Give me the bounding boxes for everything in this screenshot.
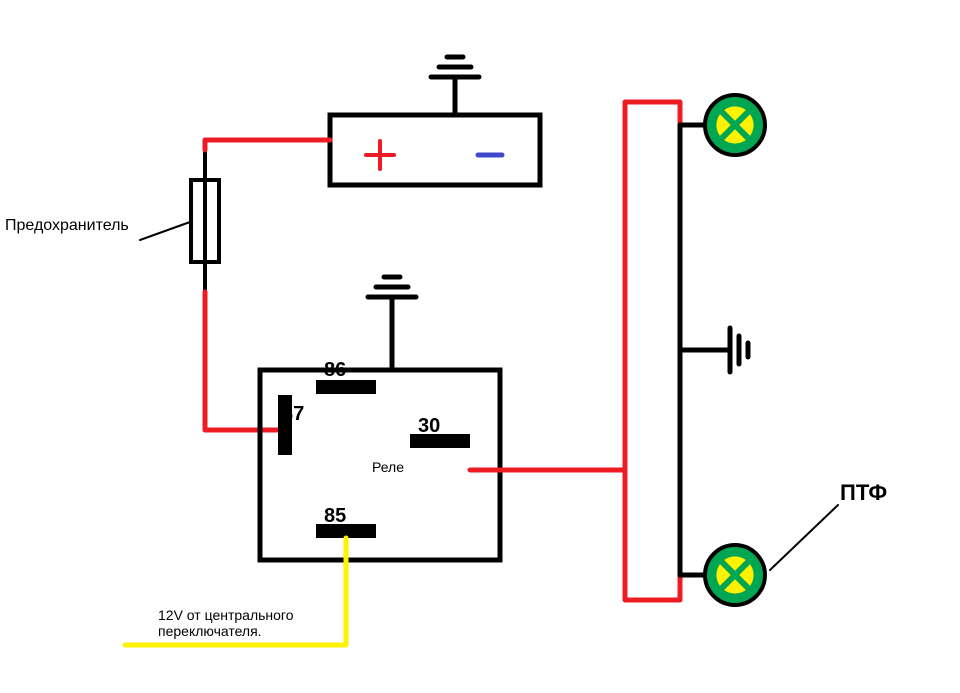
pin-30-label: 30 [418,415,440,437]
battery-ground-icon [431,57,479,77]
ptf-assembly: ПТФ [680,95,887,605]
pin-87-label: 87 [282,403,304,425]
pin-86-label: 86 [324,359,346,381]
switch-note-line1: 12V от центрального [158,607,294,623]
relay: 87 86 30 85 Реле [260,277,500,560]
fuse: Предохранитель [5,150,219,292]
pin-85-label: 85 [324,505,346,527]
ptf-label: ПТФ [840,480,887,505]
battery [330,57,540,185]
wiring-diagram: Предохранитель 87 86 30 85 Реле ПТФ 12V от цент… [0,0,960,693]
relay-label: Реле [372,459,404,475]
relay-ground-icon [368,277,416,297]
fuse-label: Предохранитель [5,217,129,234]
fog-lamp-top-icon [705,95,765,155]
fog-lamp-bottom-icon [705,545,765,605]
switch-note-line2: переключателя. [158,623,262,639]
